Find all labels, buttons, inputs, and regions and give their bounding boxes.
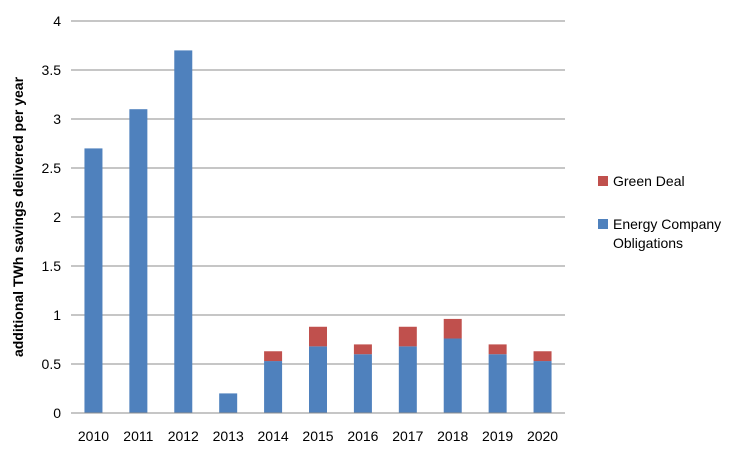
bar-energy-company-obligations bbox=[219, 393, 238, 413]
x-tick-label: 2010 bbox=[78, 428, 109, 444]
bar-green-deal bbox=[533, 351, 552, 362]
legend: Green Deal Energy Company Obligations bbox=[598, 172, 753, 277]
bar-energy-company-obligations bbox=[264, 361, 283, 413]
y-axis-label: additional TWh savings delivered per yea… bbox=[10, 76, 26, 357]
bar-energy-company-obligations bbox=[488, 354, 507, 413]
x-tick-label: 2014 bbox=[258, 428, 289, 444]
y-tick-label: 0 bbox=[53, 405, 61, 421]
bar-energy-company-obligations bbox=[353, 354, 372, 413]
y-tick-label: 1.5 bbox=[42, 258, 62, 274]
y-tick-label: 3 bbox=[53, 111, 61, 127]
gridlines bbox=[71, 20, 565, 365]
bar-green-deal bbox=[309, 326, 327, 347]
x-tick-label: 2019 bbox=[482, 428, 513, 444]
bar-energy-company-obligations bbox=[174, 50, 193, 414]
bar-green-deal bbox=[398, 326, 417, 347]
y-tick-label: 0.5 bbox=[42, 356, 62, 372]
bar-energy-company-obligations bbox=[84, 148, 103, 413]
bar-green-deal bbox=[443, 318, 462, 339]
x-tick-label: 2015 bbox=[302, 428, 333, 444]
legend-swatch-green-deal bbox=[598, 176, 608, 186]
bar-energy-company-obligations bbox=[443, 338, 462, 413]
x-tick-label: 2012 bbox=[168, 428, 199, 444]
y-tick-label: 2.5 bbox=[42, 160, 62, 176]
bar-energy-company-obligations bbox=[129, 109, 148, 413]
y-tick-label: 1 bbox=[53, 307, 61, 323]
bar-green-deal bbox=[264, 351, 283, 362]
bar-energy-company-obligations bbox=[533, 361, 552, 413]
legend-item-green-deal: Green Deal bbox=[598, 172, 753, 191]
bar-green-deal bbox=[353, 344, 372, 355]
x-tick-label: 2017 bbox=[392, 428, 423, 444]
x-tick-label: 2018 bbox=[437, 428, 468, 444]
legend-label-energy-company-obligations: Energy Company Obligations bbox=[613, 216, 722, 251]
bars bbox=[84, 50, 552, 414]
x-tick-label: 2013 bbox=[213, 428, 244, 444]
bar-energy-company-obligations bbox=[309, 346, 327, 413]
bar-green-deal bbox=[488, 344, 507, 355]
x-tick-label: 2016 bbox=[347, 428, 378, 444]
legend-item-energy-company-obligations: Energy Company Obligations bbox=[598, 215, 753, 253]
x-tick-label: 2020 bbox=[527, 428, 558, 444]
legend-swatch-energy-company-obligations bbox=[598, 219, 608, 229]
x-tick-label: 2011 bbox=[123, 428, 153, 444]
bar-energy-company-obligations bbox=[398, 346, 417, 413]
y-tick-label: 2 bbox=[53, 209, 61, 225]
y-tick-label: 3.5 bbox=[42, 62, 62, 78]
legend-label-green-deal: Green Deal bbox=[613, 173, 685, 189]
x-tick-labels: 2010 2011 2012 2013 2014 2015 2016 2017 2018 2019… bbox=[78, 428, 558, 444]
y-tick-labels: 0 0.5 1 1.5 2 2.5 3 3.5 4 bbox=[42, 13, 62, 421]
y-tick-label: 4 bbox=[53, 13, 61, 29]
